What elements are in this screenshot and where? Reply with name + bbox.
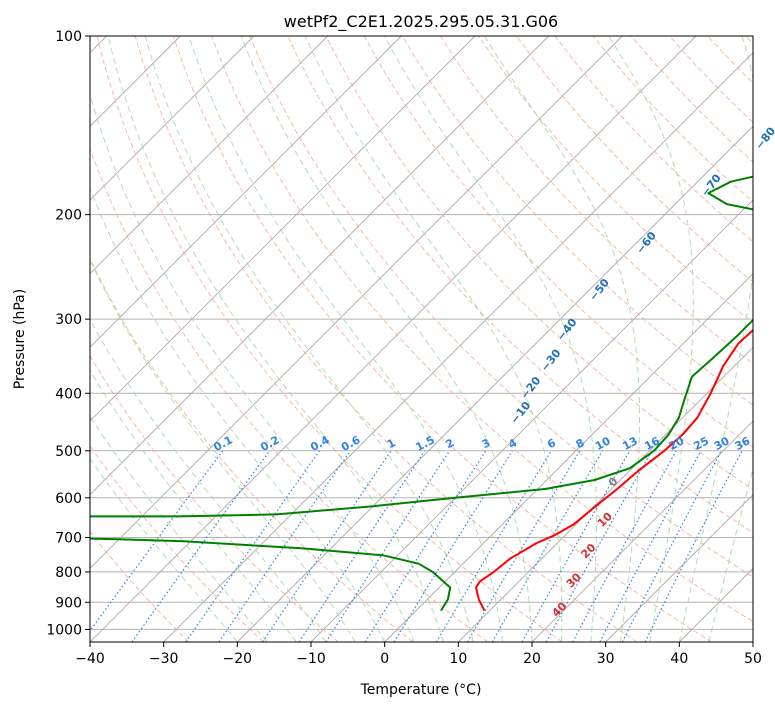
mixing-ratio-line (572, 450, 677, 642)
y-tick-label: 400 (55, 386, 82, 402)
dry-adiabat-line (516, 36, 753, 283)
dewpoint-profile (90, 175, 753, 612)
mixing-ratio-line (644, 450, 743, 642)
moist-adiabat-line (90, 369, 297, 642)
mixing-ratio-line (599, 450, 702, 642)
moist-adiabat-line (107, 36, 445, 642)
x-tick-label: −40 (75, 651, 105, 667)
x-tick-label: −20 (223, 651, 253, 667)
isotherm-line (163, 52, 753, 642)
y-tick-label: 300 (55, 312, 82, 328)
dry-adiabat-line (325, 36, 753, 491)
y-tick-label: 600 (55, 491, 82, 507)
y-tick-label: 800 (55, 565, 82, 581)
plot-frame (89, 35, 754, 643)
moist-adiabat-line (240, 36, 533, 642)
x-tick-label: −10 (296, 651, 326, 667)
mixing-ratio-label: 36 (733, 434, 753, 453)
mixing-ratio-line (298, 450, 426, 642)
background-lines (90, 36, 753, 642)
x-tick-label: 50 (744, 651, 762, 667)
isotherm-line (90, 36, 328, 275)
mixing-ratio-label: 25 (691, 434, 711, 453)
y-axis: 100 200 300 400 500 600 700 800 900 1000 (46, 29, 90, 638)
moist-adiabat-line (90, 318, 327, 642)
mixing-ratio-line (325, 450, 451, 642)
y-axis-label: Pressure (hPa) (12, 289, 28, 389)
mixing-ratio-label: 30 (712, 434, 732, 453)
isotherm-line (237, 125, 753, 642)
dry-adiabat-line (249, 36, 753, 578)
moist-adiabat-line (678, 36, 753, 642)
mixing-ratio-label: 16 (642, 434, 662, 453)
x-tick-label: 30 (597, 651, 615, 667)
isotherm-line (90, 36, 623, 569)
moist-adiabat-line (188, 36, 503, 642)
dry-adiabat-line (172, 36, 712, 642)
mixing-ratio-line (218, 450, 351, 642)
moist-adiabat-line (144, 36, 474, 642)
mixing-ratio-line (131, 450, 271, 642)
isotherm-line (90, 36, 476, 422)
mixing-ratio-label: 10 (593, 434, 613, 453)
moist-adiabat-line (608, 36, 694, 642)
mixing-ratio-line (521, 450, 631, 642)
x-tick-label: −30 (149, 651, 179, 667)
dry-adiabat-line (90, 147, 488, 642)
isotherm-line (605, 494, 753, 642)
dry-adiabat-line (90, 444, 264, 642)
moist-adiabat-line (90, 457, 238, 642)
mixing-ratio-label: 20 (667, 434, 687, 453)
dry-adiabat-line (90, 354, 339, 642)
y-tick-label: 1000 (46, 622, 82, 638)
isotherm-line (531, 420, 753, 642)
mixing-ratio-line (545, 450, 653, 642)
x-axis: −40 −30 −20 −10 0 10 20 30 40 50 (75, 642, 762, 667)
dry-adiabat-line (401, 36, 753, 406)
mixing-ratio-line (435, 450, 552, 642)
mixing-ratio-line (90, 450, 224, 632)
mixing-ratio-line (364, 450, 487, 642)
x-tick-label: 40 (670, 651, 688, 667)
x-axis-label: Temperature (°C) (360, 682, 482, 698)
dry-adiabat-line (439, 36, 753, 365)
dry-adiabat-line (90, 257, 414, 642)
moist-adiabat-line (483, 36, 640, 642)
isotherm-line (458, 346, 753, 642)
moist-adiabat-line (90, 415, 268, 642)
moist-adiabat-line (384, 36, 597, 642)
dry-adiabat-line (96, 36, 563, 642)
x-tick-label: 10 (449, 651, 467, 667)
chart-title: wetPf2_C2E1.2025.295.05.31.G06 (284, 12, 558, 32)
x-tick-label: 0 (380, 651, 389, 667)
isotherm-line (90, 36, 402, 348)
y-tick-label: 200 (55, 208, 82, 224)
isotherm-line (90, 36, 549, 496)
x-tick-label: 20 (523, 651, 541, 667)
isotherm-line (384, 273, 753, 642)
temperature-profile (475, 328, 753, 612)
mixing-ratio-line (262, 450, 392, 642)
y-tick-label: 500 (55, 444, 82, 460)
moist-adiabat-line (90, 187, 386, 642)
y-tick-label: 700 (55, 531, 82, 547)
moist-adiabat-line (90, 258, 356, 642)
mixing-ratio-label: 13 (620, 434, 640, 453)
data-lines (90, 175, 753, 612)
mixing-ratio-line (185, 450, 321, 642)
y-tick-label: 900 (55, 595, 82, 611)
isotherm-line (90, 36, 255, 201)
dry-adiabat-line (90, 530, 190, 642)
dry-adiabat-line (134, 36, 638, 642)
moist-adiabat-line (90, 91, 415, 642)
y-tick-label: 100 (55, 29, 82, 45)
moist-adiabat-line (708, 466, 753, 642)
